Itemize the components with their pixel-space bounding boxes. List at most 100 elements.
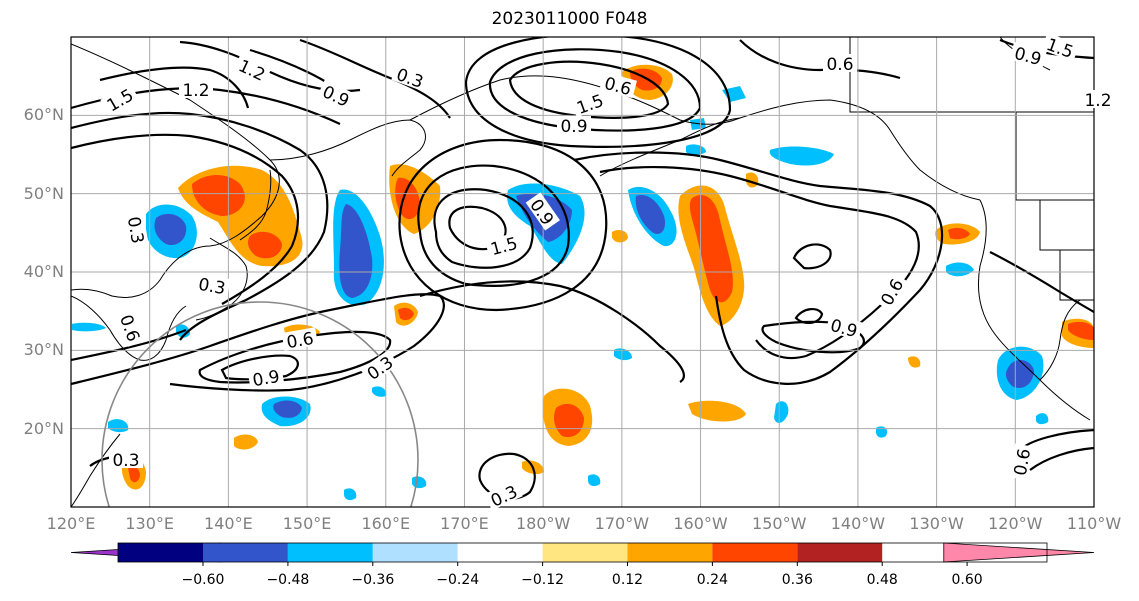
negative-anomaly xyxy=(686,144,706,155)
contour-label-bg xyxy=(1009,443,1033,481)
contour-label: 1.5 xyxy=(489,234,520,260)
colorbar-tick-label: 0.36 xyxy=(781,572,813,588)
lat-tick-label: 30°N xyxy=(23,340,64,360)
contour-label: 1.2 xyxy=(182,81,209,101)
contour-line xyxy=(71,328,187,362)
positive-anomaly xyxy=(398,307,414,321)
colorbar-tick-label: −0.36 xyxy=(351,572,395,588)
contour-label-bg xyxy=(823,54,857,72)
contour-label-bg xyxy=(233,53,272,85)
negative-anomaly xyxy=(946,262,974,277)
contour-label-bg xyxy=(391,62,430,92)
contour-label-bg xyxy=(281,327,319,351)
contour-label-bg xyxy=(874,272,908,311)
positive-anomaly xyxy=(688,400,746,422)
positive-anomaly xyxy=(234,434,258,450)
lat-tick-label: 50°N xyxy=(23,183,64,203)
lon-tick-label: 170°E xyxy=(440,514,489,533)
contour-line xyxy=(71,293,445,392)
contour-line xyxy=(419,280,685,383)
contour-label-bg xyxy=(825,313,864,341)
contour-line xyxy=(448,205,507,251)
colorbar-segment xyxy=(627,543,713,562)
negative-anomaly xyxy=(344,488,357,501)
colorbar-tick-label: −0.12 xyxy=(521,572,565,588)
negative-anomaly xyxy=(1036,413,1049,425)
contour-label-bg xyxy=(599,71,638,99)
contour-line xyxy=(464,37,732,148)
contour-line xyxy=(1029,446,1094,471)
contour-label-bg xyxy=(484,479,523,511)
contour-label: 0.3 xyxy=(112,451,139,471)
contour-line xyxy=(508,60,670,119)
positive-anomaly xyxy=(948,227,970,240)
contour-line xyxy=(761,320,865,354)
contour-label-bg xyxy=(525,192,560,231)
positive-anomaly xyxy=(192,175,245,216)
contour-line xyxy=(99,66,250,109)
contour-line xyxy=(739,39,901,80)
lon-tick-label: 140°E xyxy=(204,514,253,533)
colorbar-segment xyxy=(203,543,288,562)
lon-tick-label: 130°W xyxy=(909,514,964,533)
colorbar-tick-label: 0.12 xyxy=(611,572,644,588)
contour-line xyxy=(989,251,1094,313)
colorbar-tick-label: −0.60 xyxy=(181,572,225,588)
colorbar-segment xyxy=(372,543,458,562)
negative-anomaly xyxy=(108,419,129,433)
range-circle xyxy=(101,301,419,507)
lon-tick-label: 130°E xyxy=(125,514,175,533)
colorbar-segment xyxy=(457,543,543,562)
coastlines xyxy=(71,37,1094,507)
lon-tick-label: 160°W xyxy=(673,514,728,533)
contour-label: 0.6 xyxy=(285,329,315,353)
contour-label: 0.9 xyxy=(828,316,859,342)
negative-anomaly xyxy=(614,348,632,361)
contour-label-bg xyxy=(179,80,213,98)
lon-tick-label: 150°W xyxy=(752,514,807,533)
negative-anomaly xyxy=(876,426,888,438)
negative-anomaly xyxy=(635,194,666,235)
positive-anomaly xyxy=(128,466,140,483)
contour-label: 0.9 xyxy=(1012,44,1043,70)
lon-tick-label: 150°E xyxy=(282,514,332,533)
positive-anomaly xyxy=(908,356,921,368)
contour-label-bg xyxy=(125,211,149,249)
negative-anomaly xyxy=(72,322,106,332)
contour-label-bg xyxy=(116,308,146,347)
contour-line xyxy=(398,138,608,312)
colorbar-segment xyxy=(118,543,203,562)
lon-tick-label: 140°W xyxy=(830,514,886,533)
colorbar-segment xyxy=(712,543,798,562)
lat-tick-label: 20°N xyxy=(23,418,64,438)
colorbar-tick-label: −0.48 xyxy=(266,572,310,588)
contour-label: 1.2 xyxy=(1084,91,1111,111)
contour-label-bg xyxy=(317,79,356,111)
colorbar-segment xyxy=(287,543,373,562)
contour-label: 0.9 xyxy=(251,367,281,391)
contour-label-bg xyxy=(247,365,285,389)
colorbar-frame xyxy=(117,542,1048,563)
lon-tick-label: 120°W xyxy=(988,514,1043,533)
lon-tick-label: 120°E xyxy=(46,514,96,533)
negative-anomaly xyxy=(154,213,187,246)
negative-anomaly xyxy=(339,204,373,298)
lon-tick-label: 170°W xyxy=(594,514,650,533)
colorbar-tick-label: 0.48 xyxy=(866,572,898,588)
contour-label-bg xyxy=(557,116,591,134)
contour-label-bg xyxy=(109,450,143,468)
contour-label: 0.3 xyxy=(197,275,227,299)
contour-label-bg xyxy=(1009,41,1048,69)
contour-line xyxy=(417,164,570,287)
contour-line xyxy=(792,243,832,270)
negative-anomaly xyxy=(588,474,601,487)
contour-label: 0.6 xyxy=(826,55,853,75)
lon-tick-label: 180°W xyxy=(515,514,571,533)
colorbar-tick-label: 0.24 xyxy=(696,572,728,588)
positive-anomaly xyxy=(248,231,282,259)
contour-label: 0.9 xyxy=(560,117,587,137)
anomaly-shading xyxy=(72,64,1094,501)
contour-label: 0.6 xyxy=(1011,447,1035,477)
lon-tick-label: 110°W xyxy=(1066,514,1122,533)
